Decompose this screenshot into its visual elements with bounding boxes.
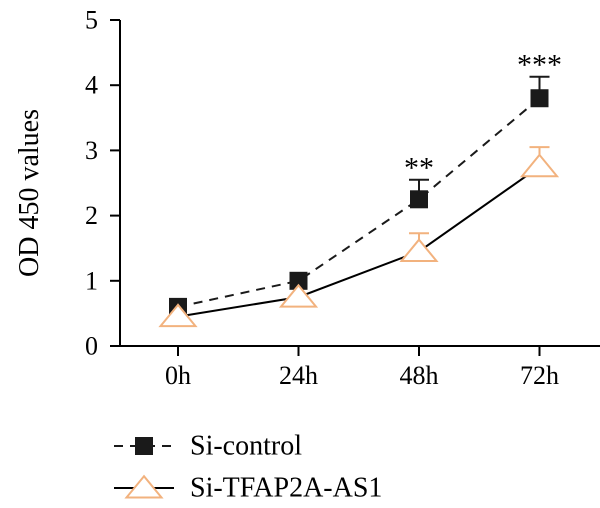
series-line — [177, 165, 541, 318]
x-tick-label: 0h — [165, 361, 191, 390]
data-point — [399, 238, 439, 262]
legend-label: Si-TFAP2A-AS1 — [190, 473, 382, 504]
data-point — [530, 89, 549, 108]
series-1 — [158, 146, 560, 328]
significance-label: ** — [404, 152, 434, 185]
data-point — [289, 271, 308, 290]
x-tick-label: 48h — [400, 361, 439, 390]
y-tick-label: 2 — [85, 201, 98, 230]
significance-annotations: ***** — [404, 49, 562, 185]
data-point — [158, 303, 198, 328]
data-point — [278, 283, 319, 308]
y-tick-label: 4 — [85, 71, 98, 100]
y-tick-label: 5 — [85, 6, 98, 35]
legend-label: Si-control — [190, 431, 302, 462]
y-tick-label: 1 — [85, 266, 98, 295]
legend-marker — [124, 474, 164, 499]
x-tick-label: 72h — [520, 361, 559, 390]
legend-item: Si-control — [114, 431, 302, 462]
y-tick-label: 3 — [85, 136, 98, 165]
series-layer — [158, 75, 560, 328]
y-ticks: 0 1 2 3 4 5 — [85, 6, 120, 361]
x-tick-label: 24h — [279, 361, 318, 390]
legend: Si-control Si-TFAP2A-AS1 — [114, 431, 382, 504]
chart-axes — [119, 20, 600, 347]
legend-marker — [135, 437, 153, 455]
significance-label: *** — [517, 49, 562, 82]
data-point — [410, 190, 428, 209]
legend-item: Si-TFAP2A-AS1 — [114, 473, 382, 504]
y-tick-label: 0 — [85, 332, 98, 361]
data-point — [519, 153, 560, 178]
x-ticks: 0h 24h 48h 72h — [165, 346, 559, 390]
series-line — [177, 97, 541, 308]
y-axis-title: OD 450 values — [14, 109, 45, 277]
series-0 — [169, 75, 550, 316]
